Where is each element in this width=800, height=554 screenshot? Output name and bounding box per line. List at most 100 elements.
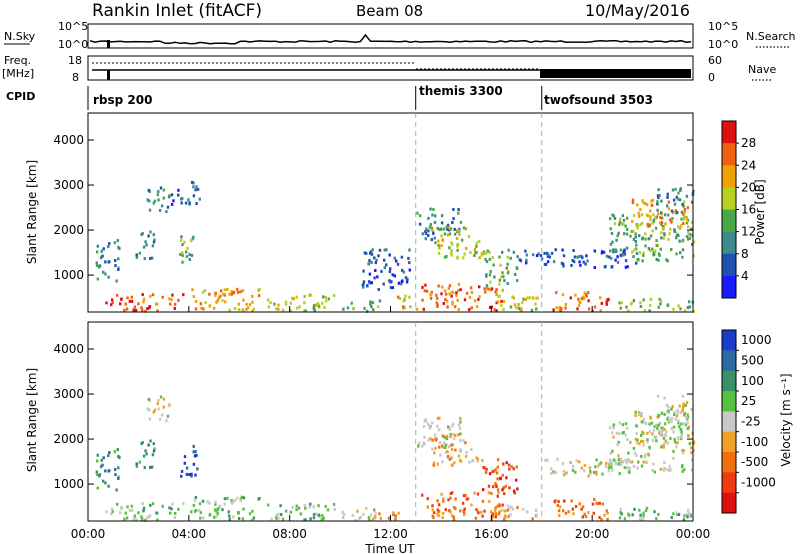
data-cell — [174, 302, 177, 306]
data-cell — [437, 251, 441, 255]
data-cell — [555, 291, 558, 295]
data-cell — [642, 417, 645, 421]
data-cell — [692, 240, 696, 244]
data-cell — [453, 227, 456, 231]
data-cell — [189, 239, 193, 243]
data-cell — [436, 499, 439, 503]
data-cell — [653, 252, 656, 256]
data-cell — [618, 301, 621, 305]
velocity-frame — [87, 321, 694, 522]
data-cell — [581, 505, 585, 509]
data-cell — [148, 515, 151, 519]
data-cell — [494, 481, 497, 485]
data-cell — [611, 468, 614, 472]
data-cell — [363, 251, 366, 255]
data-cell — [622, 250, 626, 254]
data-cell — [149, 230, 152, 234]
data-cell — [456, 243, 459, 247]
data-cell — [217, 298, 220, 302]
data-cell — [149, 439, 152, 443]
data-cell — [452, 515, 455, 519]
data-cell — [503, 492, 506, 496]
data-cell — [102, 247, 105, 251]
data-cell — [457, 208, 460, 211]
data-cell — [625, 232, 629, 236]
data-cell — [496, 300, 500, 304]
data-cell — [453, 461, 456, 465]
data-cell — [488, 257, 491, 261]
data-cell — [435, 293, 438, 297]
data-cell — [402, 270, 406, 274]
data-cell — [608, 426, 612, 430]
data-cell — [683, 210, 686, 214]
data-cell — [681, 255, 684, 259]
data-cell — [167, 195, 171, 199]
data-cell — [516, 506, 519, 510]
data-cell — [610, 256, 613, 260]
data-cell — [525, 261, 528, 265]
colorbar-segment — [722, 209, 736, 233]
data-cell — [502, 486, 505, 490]
data-cell — [377, 288, 380, 291]
data-cell — [652, 218, 656, 222]
data-cell — [574, 293, 577, 297]
data-cell — [182, 502, 185, 506]
data-cell — [618, 421, 622, 425]
data-cell — [141, 517, 144, 521]
data-cell — [609, 451, 613, 455]
data-cell — [680, 433, 683, 437]
data-cell — [587, 511, 590, 515]
data-cell — [96, 459, 99, 463]
data-cell — [484, 471, 488, 474]
data-cell — [557, 509, 561, 513]
data-cell — [312, 516, 316, 520]
data-cell — [487, 484, 491, 488]
data-cell — [571, 507, 574, 511]
data-cell — [130, 299, 134, 303]
data-cell — [606, 298, 609, 302]
nave-label: Nave — [748, 63, 776, 76]
data-cell — [295, 295, 298, 299]
data-cell — [681, 238, 685, 242]
data-cell — [448, 246, 451, 250]
data-cell — [194, 508, 198, 512]
data-cell — [405, 280, 409, 284]
data-cell — [379, 516, 382, 520]
data-cell — [516, 267, 519, 270]
data-cell — [437, 428, 441, 432]
data-cell — [468, 295, 472, 299]
data-cell — [658, 297, 661, 301]
data-cell — [619, 253, 622, 257]
data-cell — [450, 456, 453, 460]
data-cell — [110, 512, 113, 516]
data-cell — [151, 244, 155, 248]
data-cell — [616, 255, 619, 259]
data-cell — [676, 411, 679, 415]
data-cell — [668, 232, 671, 236]
data-cell — [666, 303, 670, 307]
data-cell — [117, 268, 120, 271]
data-cell — [670, 516, 673, 519]
data-cell — [653, 425, 657, 428]
colorbar-tick-label: -25 — [741, 415, 761, 429]
data-cell — [173, 307, 176, 310]
data-cell — [471, 459, 474, 463]
data-cell — [438, 503, 441, 507]
data-cell — [686, 515, 689, 519]
data-cell — [409, 305, 412, 309]
data-cell — [194, 299, 198, 303]
data-cell — [454, 497, 457, 501]
data-cell — [170, 507, 173, 511]
data-cell — [367, 262, 370, 266]
data-cell — [670, 407, 673, 411]
data-cell — [468, 308, 471, 312]
data-cell — [429, 223, 433, 227]
data-cell — [430, 238, 433, 242]
data-cell — [469, 251, 472, 255]
data-cell — [452, 432, 455, 436]
data-cell — [202, 516, 205, 520]
data-cell — [642, 460, 645, 464]
data-cell — [660, 445, 663, 449]
data-cell — [190, 510, 193, 514]
data-cell — [426, 289, 429, 293]
